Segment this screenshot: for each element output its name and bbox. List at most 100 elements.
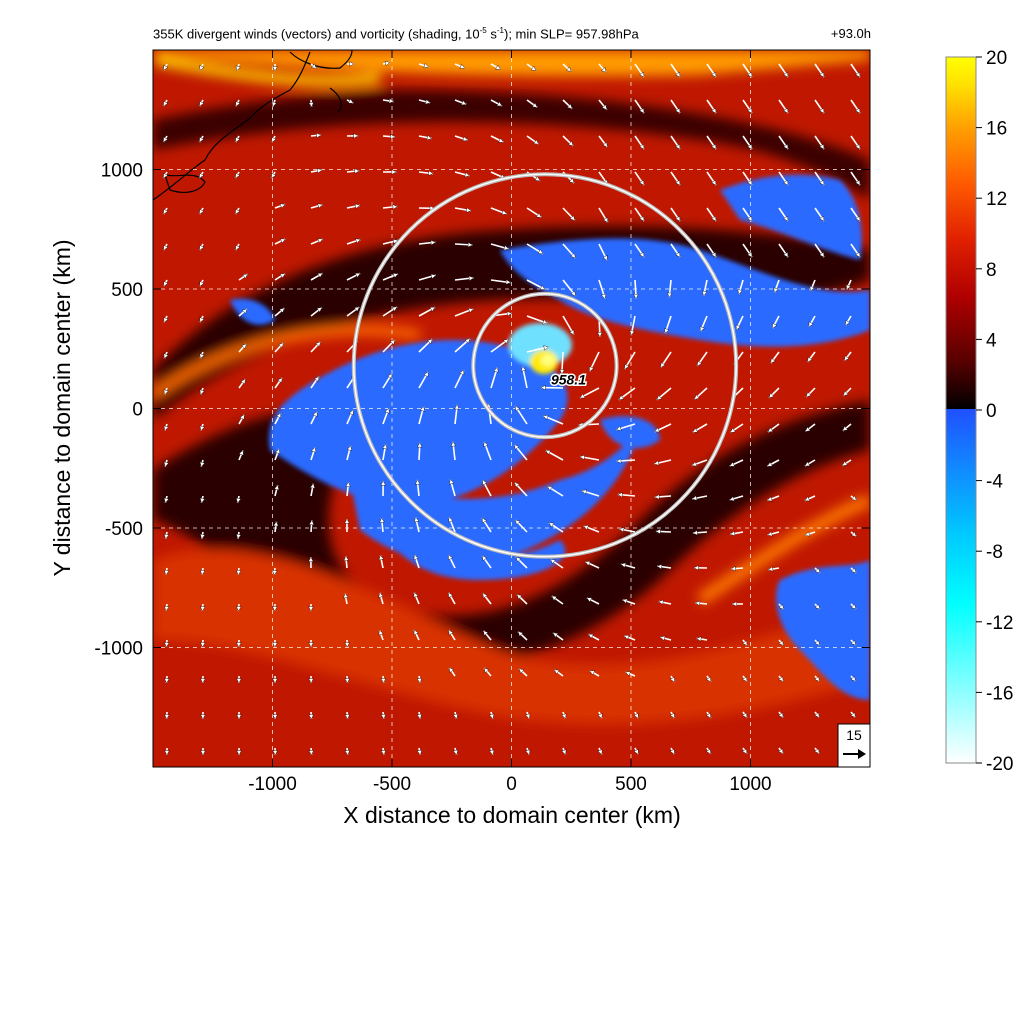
wind-vector-head bbox=[200, 606, 206, 612]
wind-vector-head bbox=[468, 275, 474, 282]
wind-vector-head bbox=[639, 71, 645, 78]
wind-vector-head bbox=[278, 342, 284, 349]
wind-vector-head bbox=[545, 450, 551, 455]
wind-vector-head bbox=[633, 712, 639, 719]
wind-vector-head bbox=[696, 360, 703, 367]
wind-vector-head bbox=[694, 394, 700, 400]
wind-vector-head bbox=[551, 595, 558, 601]
range-ring-inner bbox=[472, 293, 618, 438]
wind-vector-head bbox=[272, 678, 278, 684]
wind-vector-head bbox=[378, 554, 385, 561]
wind-vector-head bbox=[501, 209, 508, 215]
wind-vector-head bbox=[274, 448, 281, 455]
wind-vector-head bbox=[199, 317, 205, 323]
wind-vector-head bbox=[503, 339, 509, 345]
wind-vector-head bbox=[778, 676, 784, 682]
wind-vector-head bbox=[693, 565, 699, 571]
wind-vector-head bbox=[633, 748, 639, 755]
wind-vector-head bbox=[622, 598, 628, 604]
wind-vector-head bbox=[483, 630, 489, 636]
wind-vector-head bbox=[380, 480, 386, 486]
colorbar-tick-label: 8 bbox=[986, 260, 997, 281]
wind-vector-head bbox=[706, 676, 712, 683]
wind-vector-head bbox=[308, 102, 314, 108]
wind-vector-head bbox=[659, 635, 666, 641]
wind-vector-head bbox=[584, 561, 591, 567]
wind-vector-head bbox=[601, 293, 607, 300]
wind-vector-head bbox=[534, 176, 541, 182]
wind-vector-head bbox=[561, 749, 567, 755]
wind-vector-head bbox=[569, 215, 576, 221]
wind-vector-head bbox=[747, 251, 753, 258]
wind-vector-head bbox=[382, 443, 388, 450]
wind-vector-head bbox=[783, 107, 789, 114]
wind-vector-head bbox=[705, 748, 711, 755]
wind-vectors bbox=[162, 60, 861, 756]
wind-vector-head bbox=[711, 179, 717, 186]
wind-vector-head bbox=[616, 458, 622, 464]
wind-vector-head bbox=[842, 425, 848, 432]
wind-vector-head bbox=[236, 642, 242, 648]
wind-vector-head bbox=[199, 136, 205, 143]
wind-vector-head bbox=[200, 642, 206, 648]
wind-vector-head bbox=[711, 143, 717, 150]
wind-vector-head bbox=[804, 496, 811, 502]
y-tick-label: 1000 bbox=[101, 161, 143, 182]
wind-vector-head bbox=[747, 107, 753, 114]
wind-vector-head bbox=[312, 411, 318, 417]
wind-vector-head bbox=[805, 426, 811, 432]
wind-vector-head bbox=[819, 143, 825, 150]
wind-vector-head bbox=[624, 363, 630, 370]
wind-vector-head bbox=[855, 107, 861, 114]
wind-vector-head bbox=[199, 353, 205, 359]
wind-vector-head bbox=[344, 750, 351, 756]
wind-vector-head bbox=[814, 676, 820, 682]
wind-vector-head bbox=[845, 319, 851, 326]
wind-vector-head bbox=[742, 640, 748, 646]
wind-vector-head bbox=[819, 251, 825, 258]
wind-vector-head bbox=[347, 98, 354, 104]
wind-vector-head bbox=[452, 713, 459, 720]
wind-vector-head bbox=[747, 143, 753, 150]
wind-vector-head bbox=[379, 517, 385, 523]
wind-vector-head bbox=[413, 592, 419, 598]
wind-vector-head bbox=[601, 67, 607, 73]
wind-vector-head bbox=[730, 565, 736, 572]
wind-vector-head bbox=[416, 442, 423, 448]
wind-vector-head bbox=[240, 378, 246, 385]
wind-vector-head bbox=[308, 606, 314, 612]
wind-vector-head bbox=[807, 356, 813, 363]
wind-vector-head bbox=[850, 639, 857, 646]
wind-vector-head bbox=[415, 479, 421, 485]
wind-vector-head bbox=[199, 533, 206, 540]
wind-vector-head bbox=[850, 675, 856, 682]
wind-vector-head bbox=[855, 71, 861, 78]
wind-vector-head bbox=[355, 238, 361, 244]
wind-vector-head bbox=[618, 527, 625, 533]
wind-vector-head bbox=[380, 749, 387, 756]
wind-vector-head bbox=[273, 484, 280, 491]
reference-vector-label: 15 bbox=[846, 727, 862, 743]
wind-vector-head bbox=[566, 103, 573, 110]
wind-vector-head bbox=[235, 244, 241, 251]
wind-vector-head bbox=[570, 290, 576, 297]
wind-vector-head bbox=[308, 714, 314, 720]
wind-vector-head bbox=[805, 391, 812, 398]
wind-vector-head bbox=[346, 445, 353, 451]
wind-vector-head bbox=[276, 412, 281, 419]
wind-vector-head bbox=[419, 406, 426, 412]
wind-vector-head bbox=[163, 353, 169, 359]
wind-vector-head bbox=[378, 592, 384, 598]
wind-vector-head bbox=[392, 204, 398, 210]
wind-vector-head bbox=[804, 531, 811, 537]
wind-vector-head bbox=[164, 750, 170, 756]
wind-vector-head bbox=[603, 217, 608, 223]
wind-vector-head bbox=[705, 712, 711, 719]
wind-vector-head bbox=[554, 669, 560, 675]
wind-vector-head bbox=[279, 238, 286, 244]
wind-vector-head bbox=[200, 714, 206, 720]
x-tick-label: 0 bbox=[506, 774, 517, 795]
wind-vector-head bbox=[654, 494, 660, 500]
wind-vector-head bbox=[317, 273, 323, 278]
wind-vector-head bbox=[271, 136, 277, 143]
